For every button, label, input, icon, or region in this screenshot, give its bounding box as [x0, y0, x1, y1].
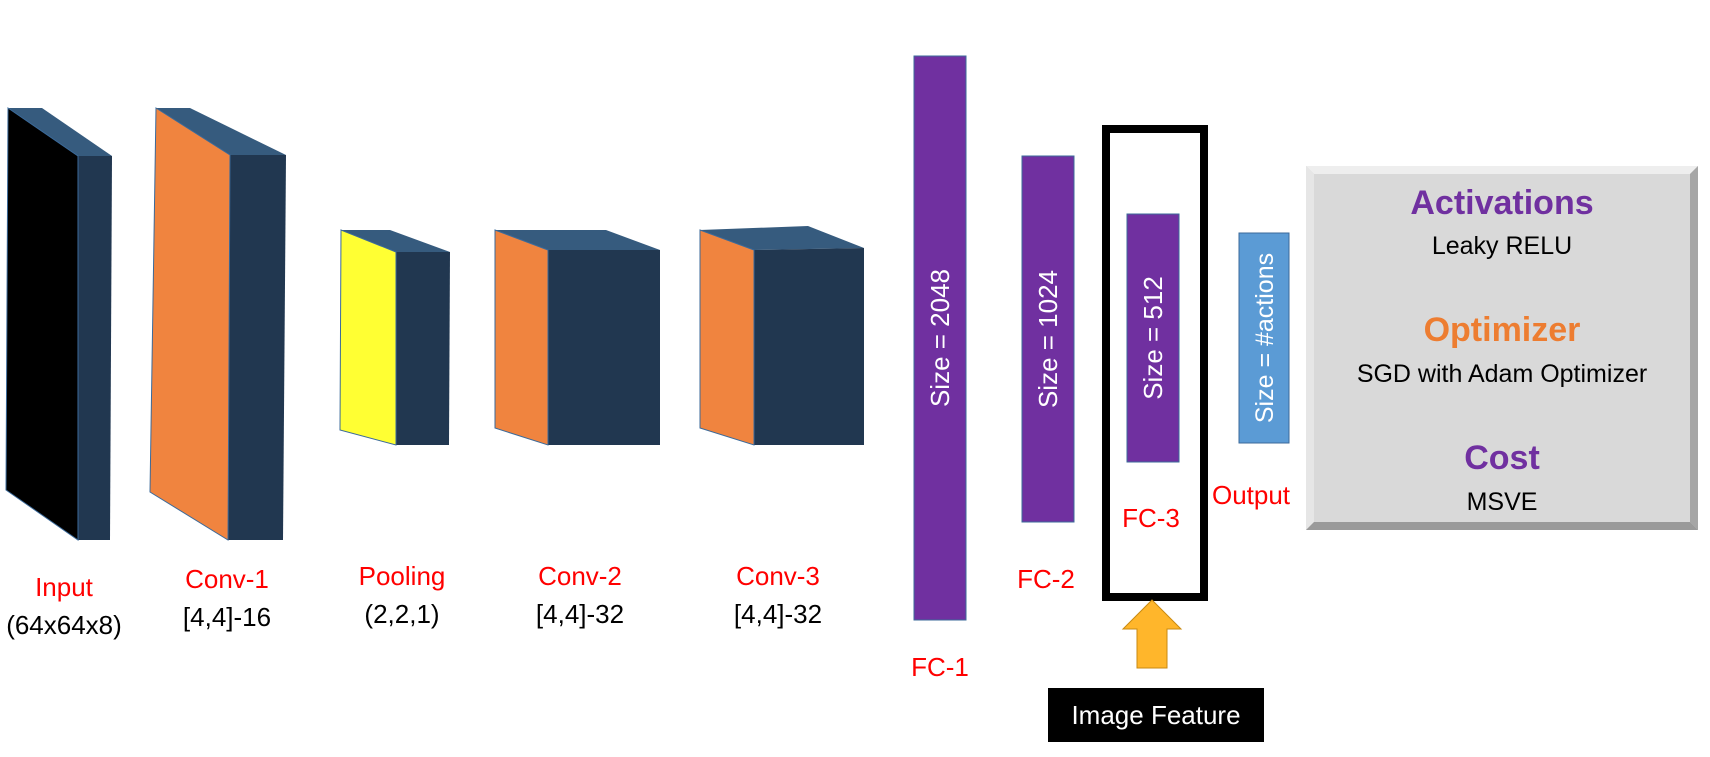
- fc2-bar: [1021, 155, 1075, 523]
- info-panel-bevel-bottom: [1306, 522, 1698, 530]
- conv3-block-front: [699, 229, 755, 446]
- conv1-block: [149, 107, 286, 541]
- conv3-block-top: [700, 226, 864, 250]
- fc1-label: FC-1: [911, 652, 969, 682]
- image-feature-box: [1048, 688, 1264, 742]
- info-panel-bevel-right: [1690, 166, 1698, 530]
- output-bar: [1238, 232, 1290, 444]
- conv2-block-front: [494, 229, 549, 446]
- fc2-label: FC-2: [1017, 564, 1075, 594]
- conv2-block-side: [548, 250, 660, 445]
- conv3-detail: [4,4]-32: [734, 599, 822, 629]
- conv3-block: [699, 226, 864, 446]
- image-feature-arrow-icon: [1121, 599, 1183, 669]
- input-detail: (64x64x8): [6, 610, 122, 640]
- fc3-label: FC-3: [1122, 503, 1180, 533]
- conv2-detail: [4,4]-32: [536, 599, 624, 629]
- optimizer-value: SGD with Adam Optimizer: [1357, 360, 1647, 388]
- conv1-label: Conv-1: [185, 564, 269, 594]
- optimizer-title: Optimizer: [1424, 311, 1581, 349]
- fc2-size-text: Size = 1024: [1033, 270, 1063, 408]
- conv1-block-top: [156, 108, 286, 155]
- input-block-top: [8, 108, 112, 156]
- output-label: Output: [1212, 480, 1291, 510]
- fc1-size-text: Size = 2048: [925, 269, 955, 407]
- fc3-size-text: Size = 512: [1138, 276, 1168, 400]
- conv3-label: Conv-3: [736, 561, 820, 591]
- image-feature-label: Image Feature: [1071, 700, 1240, 730]
- pooling-detail: (2,2,1): [364, 599, 439, 629]
- pooling-label: Pooling: [359, 561, 446, 591]
- cost-value: MSVE: [1467, 488, 1538, 516]
- pooling-block-top: [341, 230, 450, 252]
- input-block: [5, 107, 112, 541]
- output-size-text: Size = #actions: [1251, 253, 1279, 423]
- fc1-bar: [913, 55, 967, 621]
- input-label: Input: [35, 572, 94, 602]
- input-block-side: [78, 156, 112, 540]
- conv1-block-front: [149, 107, 231, 541]
- info-panel-bevel-left: [1306, 166, 1314, 530]
- pooling-block-front: [339, 229, 397, 446]
- info-panel-bg: [1306, 166, 1698, 530]
- pooling-block: [339, 229, 450, 446]
- info-panel: Activations Leaky RELU Optimizer SGD wit…: [1306, 166, 1698, 530]
- activations-value: Leaky RELU: [1432, 232, 1572, 260]
- pooling-block-side: [396, 252, 450, 445]
- conv2-block-top: [495, 230, 660, 250]
- info-panel-bevel-top: [1306, 166, 1698, 174]
- conv1-block-side: [228, 155, 286, 540]
- conv3-block-side: [754, 248, 864, 445]
- activations-title: Activations: [1410, 184, 1593, 222]
- conv1-detail: [4,4]-16: [183, 602, 271, 632]
- conv2-block: [494, 229, 660, 446]
- cost-title: Cost: [1464, 439, 1540, 477]
- conv2-label: Conv-2: [538, 561, 622, 591]
- fc3-bar: [1126, 213, 1180, 463]
- input-block-front: [5, 107, 79, 541]
- fc3-highlight-frame: [1102, 125, 1208, 601]
